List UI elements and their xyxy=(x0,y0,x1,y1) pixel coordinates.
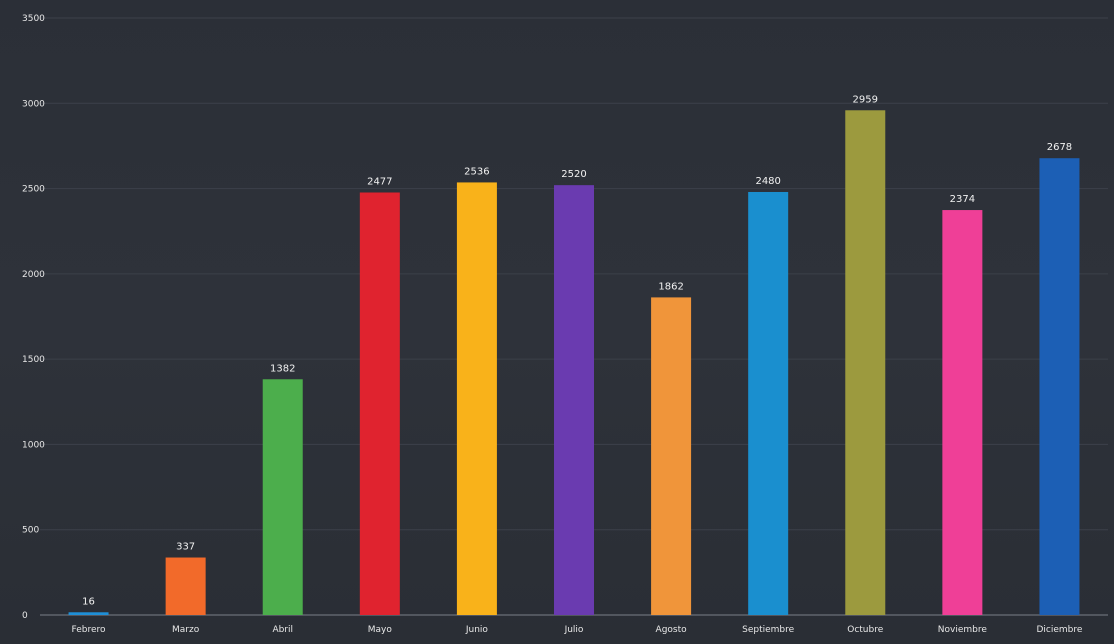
bar-diciembre xyxy=(1039,158,1080,615)
y-tick-label: 500 xyxy=(22,526,39,536)
y-tick-label: 2500 xyxy=(22,185,45,195)
y-tick-label: 2000 xyxy=(22,270,45,280)
data-label: 2678 xyxy=(1047,142,1072,153)
x-tick-label: Junio xyxy=(465,625,489,635)
x-tick-label: Noviembre xyxy=(938,625,988,635)
x-tick-label: Mayo xyxy=(368,625,393,635)
x-tick-label: Agosto xyxy=(656,625,688,635)
bar-febrero xyxy=(68,612,109,615)
x-tick-label: Septiembre xyxy=(742,625,795,635)
data-label: 2536 xyxy=(464,166,489,177)
bar-noviembre xyxy=(942,210,983,616)
bar-abril xyxy=(262,379,303,615)
data-label: 2374 xyxy=(950,194,975,205)
bar-junio xyxy=(456,182,497,616)
data-label: 2480 xyxy=(755,176,780,187)
data-label: 16 xyxy=(82,596,95,607)
data-label: 1862 xyxy=(658,281,683,292)
y-tick-label: 1000 xyxy=(22,440,45,450)
data-label: 2477 xyxy=(367,176,392,187)
data-label: 2959 xyxy=(853,94,878,105)
bar-octubre xyxy=(845,110,886,615)
x-tick-label: Abril xyxy=(272,625,293,635)
data-label: 2520 xyxy=(561,169,586,180)
bar-marzo xyxy=(165,557,206,615)
x-tick-label: Marzo xyxy=(172,625,200,635)
bar-mayo xyxy=(359,192,400,615)
bar-agosto xyxy=(651,297,692,615)
x-tick-label: Julio xyxy=(564,625,584,635)
y-tick-label: 3500 xyxy=(22,14,45,24)
x-tick-label: Febrero xyxy=(72,625,106,635)
data-label: 337 xyxy=(176,542,195,553)
x-tick-label: Octubre xyxy=(847,625,883,635)
bar-septiembre xyxy=(748,191,789,616)
data-label: 1382 xyxy=(270,363,295,374)
y-tick-label: 3000 xyxy=(22,99,45,109)
y-tick-label: 0 xyxy=(22,611,28,621)
x-tick-label: Diciembre xyxy=(1036,625,1082,635)
bar-julio xyxy=(554,185,594,615)
y-tick-label: 1500 xyxy=(22,355,45,365)
